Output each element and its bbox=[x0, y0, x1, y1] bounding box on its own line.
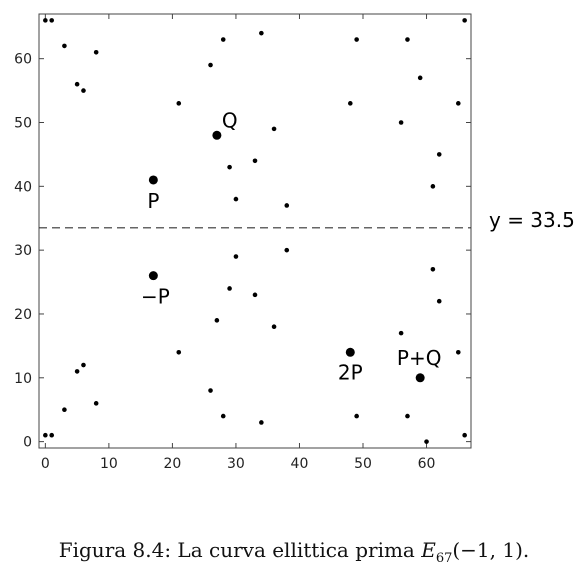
point-labels-group: y = 33.5 Q P −P 2P P+Q bbox=[141, 108, 575, 384]
caption-args: (−1, 1). bbox=[452, 538, 530, 562]
data-point bbox=[49, 18, 55, 23]
data-point bbox=[49, 432, 55, 438]
caption-symbol: E bbox=[421, 538, 436, 562]
data-point bbox=[436, 298, 442, 304]
y-tick-label: 20 bbox=[14, 307, 32, 323]
axes-group: 0 10 20 30 40 50 60 0 10 20 30 40 50 60 bbox=[14, 13, 472, 472]
x-tick-label: 10 bbox=[100, 456, 118, 472]
data-point bbox=[43, 18, 48, 23]
data-point bbox=[398, 120, 404, 125]
data-point bbox=[214, 318, 220, 323]
y-tick-label: 40 bbox=[14, 179, 32, 195]
data-point bbox=[424, 439, 429, 444]
data-point bbox=[208, 388, 213, 393]
data-point bbox=[462, 432, 467, 438]
data-point bbox=[43, 432, 48, 438]
data-point bbox=[271, 126, 277, 132]
point-label: Q bbox=[222, 108, 238, 132]
data-point bbox=[436, 152, 442, 157]
highlighted-point bbox=[345, 347, 355, 357]
data-point bbox=[81, 362, 86, 368]
data-point bbox=[74, 81, 80, 87]
data-point bbox=[62, 43, 67, 49]
data-point bbox=[227, 164, 232, 170]
data-point bbox=[405, 413, 410, 419]
data-point bbox=[62, 407, 67, 413]
y-tick-label: 0 bbox=[23, 435, 32, 451]
x-tick-label: 60 bbox=[418, 456, 436, 472]
data-point bbox=[417, 75, 423, 81]
data-point bbox=[259, 420, 264, 425]
figure-caption: Figura 8.4: La curva ellittica prima E67… bbox=[0, 538, 588, 566]
data-point bbox=[405, 37, 410, 42]
points-group bbox=[43, 18, 467, 444]
data-point bbox=[252, 158, 258, 164]
point-label: P bbox=[147, 189, 159, 213]
data-point bbox=[233, 254, 239, 259]
highlighted-point bbox=[415, 373, 425, 383]
highlighted-point bbox=[148, 271, 158, 281]
data-point bbox=[347, 101, 353, 106]
plot-frame bbox=[38, 13, 472, 449]
data-point bbox=[93, 49, 99, 55]
data-point bbox=[220, 413, 226, 419]
caption-subscript: 67 bbox=[435, 551, 453, 566]
x-tick-label: 40 bbox=[291, 456, 309, 472]
data-point bbox=[233, 196, 239, 202]
x-tick-label: 0 bbox=[41, 456, 50, 472]
scatter-chart: 0 10 20 30 40 50 60 0 10 20 30 40 50 60 y = 33.5 Q P −P 2… bbox=[14, 13, 575, 472]
y-tick-label: 60 bbox=[14, 52, 32, 68]
data-point bbox=[354, 413, 359, 419]
x-tick-label: 30 bbox=[227, 456, 245, 472]
data-point bbox=[430, 266, 436, 272]
data-point bbox=[176, 349, 182, 355]
y-tick-label: 30 bbox=[14, 243, 32, 259]
reference-line-label: y = 33.5 bbox=[489, 208, 575, 232]
data-point bbox=[74, 369, 80, 374]
highlighted-point bbox=[148, 175, 158, 185]
data-point bbox=[398, 330, 404, 336]
data-point bbox=[462, 18, 467, 23]
x-tick-label: 20 bbox=[163, 456, 181, 472]
highlighted-point bbox=[212, 130, 222, 140]
y-tick-label: 50 bbox=[14, 116, 32, 132]
data-point bbox=[455, 349, 461, 355]
data-point bbox=[455, 101, 461, 106]
data-point bbox=[271, 324, 277, 330]
data-point bbox=[81, 88, 86, 93]
data-point bbox=[252, 292, 258, 298]
data-point bbox=[93, 401, 99, 406]
data-point bbox=[354, 37, 359, 42]
caption-prefix: Figura 8.4: La curva ellittica prima bbox=[58, 538, 422, 562]
data-point bbox=[430, 184, 436, 189]
x-tick-label: 50 bbox=[354, 456, 372, 472]
data-point bbox=[259, 30, 264, 36]
data-point bbox=[220, 37, 226, 42]
point-label: P+Q bbox=[397, 346, 442, 370]
data-point bbox=[176, 101, 182, 106]
y-tick-label: 10 bbox=[14, 371, 32, 387]
point-label: −P bbox=[141, 285, 170, 309]
data-point bbox=[284, 203, 290, 208]
data-point bbox=[284, 247, 290, 253]
point-label: 2P bbox=[338, 360, 363, 384]
data-point bbox=[227, 286, 232, 291]
data-point bbox=[208, 62, 213, 68]
